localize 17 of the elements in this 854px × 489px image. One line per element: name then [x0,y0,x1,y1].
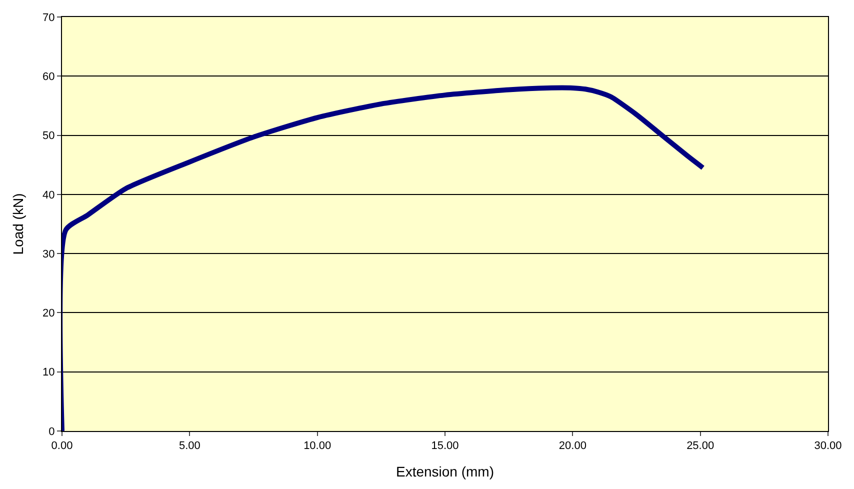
x-tick-label: 15.00 [431,440,459,452]
y-tick-label: 30 [42,248,55,260]
y-tick-label: 50 [42,130,55,142]
x-tick-label: 30.00 [814,440,842,452]
y-tick-label: 60 [42,70,55,83]
x-tick-label: 20.00 [558,440,586,452]
y-tick-label: 40 [42,189,55,202]
x-tick-label: 5.00 [178,440,200,452]
y-tick-label: 70 [42,12,55,24]
x-axis-title: Extension (mm) [396,464,494,480]
y-tick-label: 20 [42,308,55,320]
y-tick-label: 0 [48,426,55,438]
x-tick-label: 10.00 [304,440,332,452]
x-tick-label: 0.00 [51,440,73,452]
y-tick-label: 10 [42,366,55,379]
x-tick-label: 25.00 [686,440,714,452]
y-axis-title: Load (kN) [10,193,26,255]
